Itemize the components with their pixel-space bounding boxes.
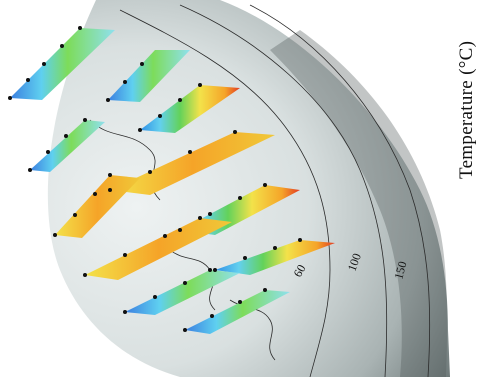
temperature-strip (10, 28, 115, 100)
temperature-strip (185, 290, 290, 334)
temperature-axis-title: Temperature (°C) (456, 40, 477, 180)
globe-surface (47, 0, 451, 377)
temperature-strip (55, 175, 140, 238)
temperature-strip (215, 240, 335, 275)
contour-label-100: 100 (345, 251, 364, 273)
globe-shadow (270, 30, 448, 377)
temperature-strip (30, 120, 105, 172)
contour-lines (89, 4, 431, 377)
temperature-strip (125, 270, 240, 315)
temperature-strips (10, 28, 335, 334)
temperature-strip (85, 218, 232, 280)
temperature-strip (140, 85, 240, 133)
sensor-dots (8, 26, 302, 332)
contour-label-150: 150 (391, 260, 409, 281)
temperature-strip (108, 50, 190, 102)
temperature-strip (110, 132, 275, 195)
